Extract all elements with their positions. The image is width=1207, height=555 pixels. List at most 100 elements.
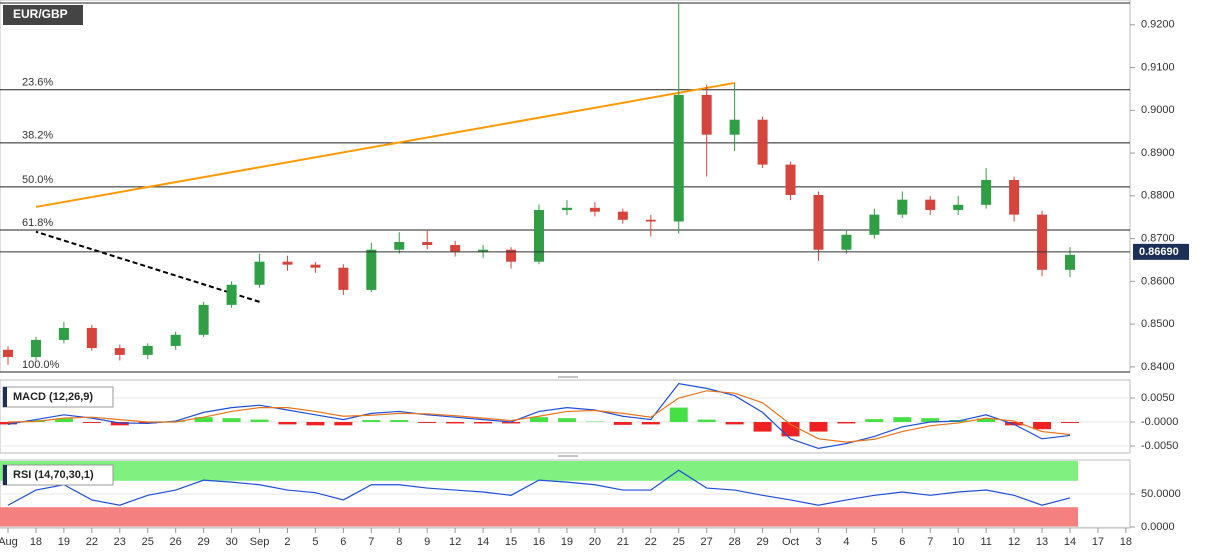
candle-body bbox=[841, 234, 852, 250]
x-tick-label: 7 bbox=[927, 536, 933, 548]
rsi-band bbox=[0, 507, 1078, 528]
candle-body bbox=[673, 94, 684, 222]
candle-body bbox=[142, 345, 153, 355]
y-tick-label: 0.8900 bbox=[1141, 147, 1175, 159]
histogram-bar bbox=[781, 421, 800, 437]
x-tick-label: 7 bbox=[368, 536, 374, 548]
histogram-bar bbox=[334, 421, 353, 426]
candle-body bbox=[506, 249, 517, 262]
x-tick-label: 18 bbox=[1120, 536, 1132, 548]
candle-body bbox=[645, 219, 656, 222]
candle-body bbox=[813, 194, 824, 250]
candle-body bbox=[589, 207, 600, 212]
histogram-bar bbox=[865, 419, 884, 422]
y-tick-label: 0.9200 bbox=[1141, 19, 1175, 31]
y-tick-label: 0.9000 bbox=[1141, 104, 1175, 116]
histogram-bar bbox=[921, 418, 940, 422]
x-tick-label: 15 bbox=[505, 536, 517, 548]
x-tick-label: 6 bbox=[340, 536, 346, 548]
histogram-bar bbox=[893, 417, 912, 422]
x-tick-label: 22 bbox=[645, 536, 657, 548]
y-tick-label: 50.0000 bbox=[1141, 488, 1181, 500]
x-tick-label: 25 bbox=[142, 536, 154, 548]
candle-body bbox=[925, 199, 936, 210]
histogram-bar bbox=[530, 417, 548, 422]
candle-body bbox=[338, 267, 349, 290]
candle-body bbox=[450, 245, 461, 252]
x-tick-label: 5 bbox=[312, 536, 318, 548]
candle-body bbox=[30, 339, 41, 358]
macd-panel bbox=[0, 379, 1131, 454]
x-tick-label: 3 bbox=[815, 536, 821, 548]
histogram-bar bbox=[1005, 421, 1024, 426]
histogram-bar bbox=[306, 421, 325, 426]
x-tick-label: 27 bbox=[701, 536, 713, 548]
y-tick-label: 0.8600 bbox=[1141, 275, 1175, 287]
x-tick-label: 17 bbox=[1092, 536, 1104, 548]
candle-body bbox=[394, 242, 405, 250]
x-tick-label: 28 bbox=[729, 536, 741, 548]
histogram-bar bbox=[54, 418, 73, 422]
trendline bbox=[35, 81, 735, 208]
x-tick-label: Sep bbox=[250, 536, 270, 548]
candle-body bbox=[170, 334, 181, 346]
candle-body bbox=[561, 207, 572, 210]
y-tick-label: 0.9100 bbox=[1141, 61, 1175, 73]
histogram-bar bbox=[362, 420, 381, 422]
histogram-bar bbox=[809, 421, 828, 432]
y-tick-label: 0.8500 bbox=[1141, 318, 1175, 330]
x-tick-label: 11 bbox=[980, 536, 991, 548]
histogram-bar bbox=[1033, 421, 1052, 430]
y-tick-label: -0.0050 bbox=[1141, 440, 1178, 452]
chart-title: EUR/GBP bbox=[13, 7, 68, 21]
x-tick-label: Aug bbox=[0, 536, 18, 548]
x-tick-label: 23 bbox=[114, 536, 126, 548]
candle-body bbox=[254, 261, 265, 285]
x-tick-label: 19 bbox=[58, 536, 70, 548]
x-tick-label: 16 bbox=[533, 536, 545, 548]
histogram-bar bbox=[557, 418, 576, 422]
histogram-bar bbox=[725, 421, 744, 425]
level-label: 100.0% bbox=[22, 359, 60, 371]
y-tick-label: 0.0050 bbox=[1141, 392, 1175, 404]
histogram-bar bbox=[278, 421, 297, 425]
candle-body bbox=[478, 249, 489, 252]
candle-body bbox=[897, 199, 908, 215]
level-label: 61.8% bbox=[22, 217, 53, 229]
last-price-box bbox=[1133, 243, 1189, 260]
histogram-bar bbox=[669, 407, 688, 422]
candle-body bbox=[58, 327, 69, 340]
x-tick-label: 8 bbox=[396, 536, 402, 548]
y-tick-label: 0.0000 bbox=[1141, 521, 1175, 533]
candle-body bbox=[701, 94, 712, 135]
x-tick-label: 19 bbox=[561, 536, 573, 548]
candle-body bbox=[953, 204, 964, 210]
x-tick-label: 22 bbox=[86, 536, 98, 548]
x-tick-label: 14 bbox=[477, 536, 489, 548]
trendline bbox=[35, 230, 260, 303]
candle-body bbox=[729, 119, 740, 135]
candle-body bbox=[282, 261, 293, 265]
candle-body bbox=[422, 242, 433, 246]
histogram-bar bbox=[418, 421, 437, 423]
candle-body bbox=[366, 249, 377, 290]
histogram-bar bbox=[1061, 421, 1079, 423]
indicator-title: RSI (14,70,30,1) bbox=[13, 469, 94, 481]
histogram-bar bbox=[837, 421, 856, 424]
candle-body bbox=[981, 180, 992, 205]
x-tick-label: 18 bbox=[30, 536, 42, 548]
x-tick-label: Oct bbox=[782, 536, 799, 548]
x-tick-label: 9 bbox=[424, 536, 430, 548]
x-tick-label: 2 bbox=[284, 536, 290, 548]
series-line bbox=[7, 390, 1071, 443]
indicator-marker bbox=[3, 387, 7, 407]
candle-body bbox=[114, 348, 125, 355]
x-tick-label: 30 bbox=[225, 536, 237, 548]
candle-body bbox=[757, 119, 768, 165]
indicator-title: MACD (12,26,9) bbox=[13, 391, 93, 403]
candle-body bbox=[785, 164, 796, 195]
histogram-bar bbox=[138, 421, 157, 424]
histogram-bar bbox=[194, 417, 213, 422]
histogram-bar bbox=[977, 418, 996, 422]
